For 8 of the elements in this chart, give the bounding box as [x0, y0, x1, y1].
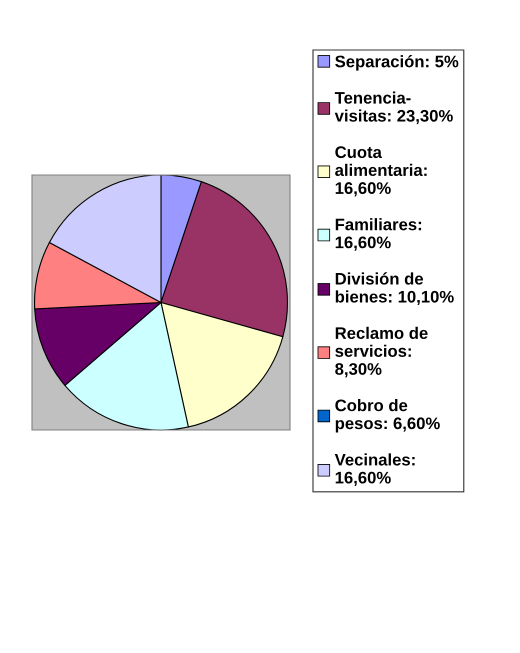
- legend-label: Tenencia- visitas: 23,30%: [334, 92, 453, 124]
- legend-label: Cuota alimentaria: 16,60%: [335, 146, 427, 196]
- legend-label: Vecinales: 16,60%: [334, 453, 415, 486]
- legend-label: Reclamo de servicios: 8,30%: [335, 326, 428, 378]
- legend-label: Separación: 5%: [335, 55, 458, 71]
- legend-label: Cobro de pesos: 6,60%: [335, 399, 440, 433]
- legend-label: División de bienes: 10,10%: [336, 272, 454, 306]
- legend-label: Familiares: 16,60%: [336, 218, 422, 251]
